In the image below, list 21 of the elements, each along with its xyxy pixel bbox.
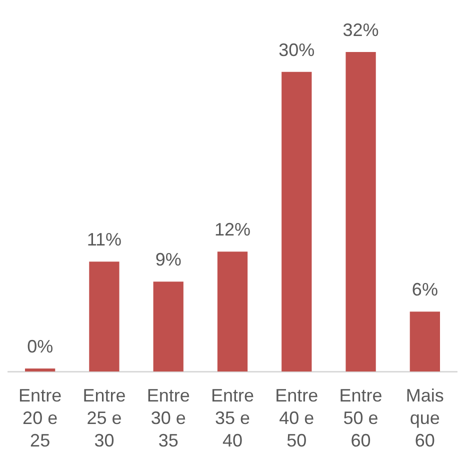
bar — [346, 52, 376, 372]
data-label: 0% — [27, 336, 54, 356]
x-tick-label: Entre 35 e 40 — [210, 386, 254, 451]
data-label: 11% — [86, 230, 122, 250]
bar — [410, 312, 440, 372]
bar — [217, 252, 248, 372]
data-label: 6% — [412, 280, 438, 300]
x-tick-label: Mais que 60 — [406, 386, 444, 451]
bar — [25, 368, 56, 372]
x-tick-label: Entre 20 e 25 — [18, 386, 62, 451]
data-label: 9% — [155, 250, 182, 270]
x-tick-label: Entre 50 e 60 — [339, 386, 382, 451]
bar — [153, 282, 184, 372]
data-label: 30% — [278, 40, 315, 60]
bar — [282, 72, 312, 372]
x-tick-label: Entre 40 e 50 — [275, 386, 318, 451]
data-label: 32% — [342, 20, 379, 40]
x-tick-label: Entre 30 e 35 — [146, 386, 190, 451]
bar — [89, 262, 120, 372]
data-label: 12% — [214, 220, 251, 240]
x-tick-label: Entre 25 e 30 — [82, 386, 126, 451]
